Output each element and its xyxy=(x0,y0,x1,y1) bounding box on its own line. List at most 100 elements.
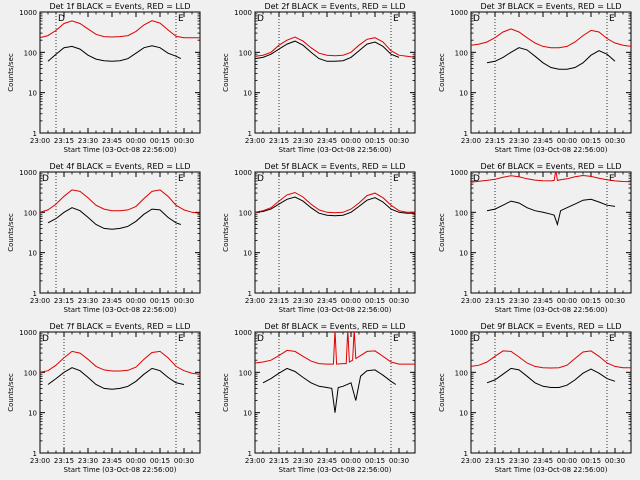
x-tick-label: 00:15 xyxy=(365,137,385,145)
x-tick-label: 23:15 xyxy=(269,297,289,305)
plot-frame xyxy=(254,171,416,294)
marker-e-label: E xyxy=(178,174,184,184)
y-tick-label: 1 xyxy=(248,290,252,298)
y-tick-label: 1000 xyxy=(450,329,468,337)
x-tick-label: 00:15 xyxy=(581,297,601,305)
y-tick-label: 10 xyxy=(28,410,37,418)
plot-frame xyxy=(254,11,416,134)
series-line-events xyxy=(486,47,616,70)
chart-panel-1: Det 1f BLACK = Events, RED = LLD 1 10 100 10… xyxy=(7,2,201,154)
x-axis-title: Start Time (03-Oct-08 22:56:00) xyxy=(495,306,608,314)
chart-panel-7: Det 7f BLACK = Events, RED = LLD 1 10 100 10… xyxy=(7,322,201,474)
x-tick-label: 23:30 xyxy=(293,137,313,145)
x-tick-label: 23:15 xyxy=(485,137,505,145)
x-tick-label: 23:30 xyxy=(78,457,98,465)
x-axis-title: Start Time (03-Oct-08 22:56:00) xyxy=(64,306,177,314)
chart-panel-6: Det 6f BLACK = Events, RED = LLD 1 10 100 10… xyxy=(438,162,632,314)
x-tick-label: 23:00 xyxy=(461,457,481,465)
x-tick-label: 00:30 xyxy=(389,297,409,305)
x-tick-label: 23:45 xyxy=(317,457,337,465)
x-axis-title: Start Time (03-Oct-08 22:56:00) xyxy=(279,146,392,154)
x-tick-label: 23:00 xyxy=(461,297,481,305)
x-tick-label: 00:15 xyxy=(150,457,170,465)
x-tick-label: 00:00 xyxy=(557,457,577,465)
x-tick-label: 00:30 xyxy=(174,457,194,465)
marker-e-label: E xyxy=(178,334,184,344)
y-tick-label: 1 xyxy=(248,450,252,458)
marker-d-label: D xyxy=(42,174,49,184)
x-axis-title: Start Time (03-Oct-08 22:56:00) xyxy=(495,146,608,154)
x-axis-title: Start Time (03-Oct-08 22:56:00) xyxy=(495,466,608,474)
y-axis-title: Counts/sec xyxy=(7,213,15,252)
chart-panel-9: Det 9f BLACK = Events, RED = LLD 1 10 100 10… xyxy=(438,322,632,474)
y-tick-label: 1 xyxy=(33,290,37,298)
y-tick-label: 10 xyxy=(459,90,468,98)
series-line-lld xyxy=(471,350,631,369)
marker-e-label: E xyxy=(609,174,615,184)
y-axis-title: Counts/sec xyxy=(438,213,446,252)
y-tick-label: 1000 xyxy=(19,169,37,177)
x-tick-label: 00:30 xyxy=(605,297,625,305)
y-tick-label: 1 xyxy=(464,450,468,458)
chart-panel-2: Det 2f BLACK = Events, RED = LLD 1 10 100 10… xyxy=(222,2,416,154)
y-tick-label: 1 xyxy=(464,290,468,298)
marker-e-label: E xyxy=(609,14,615,24)
marker-d-label: D xyxy=(473,174,480,184)
x-tick-label: 00:00 xyxy=(126,457,146,465)
y-tick-label: 1000 xyxy=(234,9,252,17)
x-tick-label: 23:45 xyxy=(533,297,553,305)
marker-e-label: E xyxy=(178,14,184,24)
y-tick-label: 1000 xyxy=(19,329,37,337)
series-line-events xyxy=(486,198,616,227)
y-tick-label: 10 xyxy=(243,90,252,98)
series-line-lld xyxy=(471,28,631,49)
y-tick-label: 10 xyxy=(28,90,37,98)
plot-frame xyxy=(39,11,201,134)
y-axis-title: Counts/sec xyxy=(222,373,230,412)
plot-frame xyxy=(470,331,632,454)
y-tick-label: 1 xyxy=(33,130,37,138)
x-tick-label: 00:00 xyxy=(557,137,577,145)
series-line-events xyxy=(255,40,400,62)
marker-e-label: E xyxy=(393,14,399,24)
y-tick-label: 1000 xyxy=(234,169,252,177)
x-tick-label: 00:15 xyxy=(581,137,601,145)
y-tick-label: 10 xyxy=(243,410,252,418)
y-axis-title: Counts/sec xyxy=(222,213,230,252)
y-tick-label: 1 xyxy=(248,130,252,138)
series-line-events xyxy=(47,207,181,230)
x-tick-label: 00:00 xyxy=(126,297,146,305)
plot-frame xyxy=(470,11,632,134)
chart-title: Det 5f BLACK = Events, RED = LLD xyxy=(264,162,405,171)
series-line-events xyxy=(47,45,182,62)
chart-title: Det 1f BLACK = Events, RED = LLD xyxy=(49,2,190,11)
x-tick-label: 23:00 xyxy=(245,297,265,305)
marker-d-label: D xyxy=(257,334,264,344)
x-axis-title: Start Time (03-Oct-08 22:56:00) xyxy=(279,306,392,314)
series-line-lld xyxy=(255,36,415,58)
x-tick-label: 23:45 xyxy=(533,137,553,145)
y-tick-label: 100 xyxy=(24,49,37,57)
y-tick-label: 10 xyxy=(459,250,468,258)
chart-panel-4: Det 4f BLACK = Events, RED = LLD 1 10 100 10… xyxy=(7,162,201,314)
x-tick-label: 23:45 xyxy=(102,457,122,465)
y-axis-title: Counts/sec xyxy=(7,53,15,92)
y-tick-label: 1000 xyxy=(450,9,468,17)
marker-d-label: D xyxy=(473,14,480,24)
y-tick-label: 1000 xyxy=(19,9,37,17)
chart-panel-5: Det 5f BLACK = Events, RED = LLD 1 10 100 10… xyxy=(222,162,416,314)
x-tick-label: 23:15 xyxy=(485,297,505,305)
y-axis-title: Counts/sec xyxy=(438,373,446,412)
x-axis-title: Start Time (03-Oct-08 22:56:00) xyxy=(64,466,177,474)
x-tick-label: 23:00 xyxy=(30,297,50,305)
y-tick-label: 10 xyxy=(28,250,37,258)
x-tick-label: 23:30 xyxy=(509,137,529,145)
x-tick-label: 23:30 xyxy=(78,137,98,145)
x-tick-label: 23:30 xyxy=(509,457,529,465)
x-tick-label: 00:00 xyxy=(341,457,361,465)
x-tick-label: 00:00 xyxy=(341,297,361,305)
x-tick-label: 00:15 xyxy=(365,457,385,465)
y-tick-label: 100 xyxy=(239,209,252,217)
x-tick-label: 23:30 xyxy=(78,297,98,305)
x-tick-label: 00:30 xyxy=(389,137,409,145)
